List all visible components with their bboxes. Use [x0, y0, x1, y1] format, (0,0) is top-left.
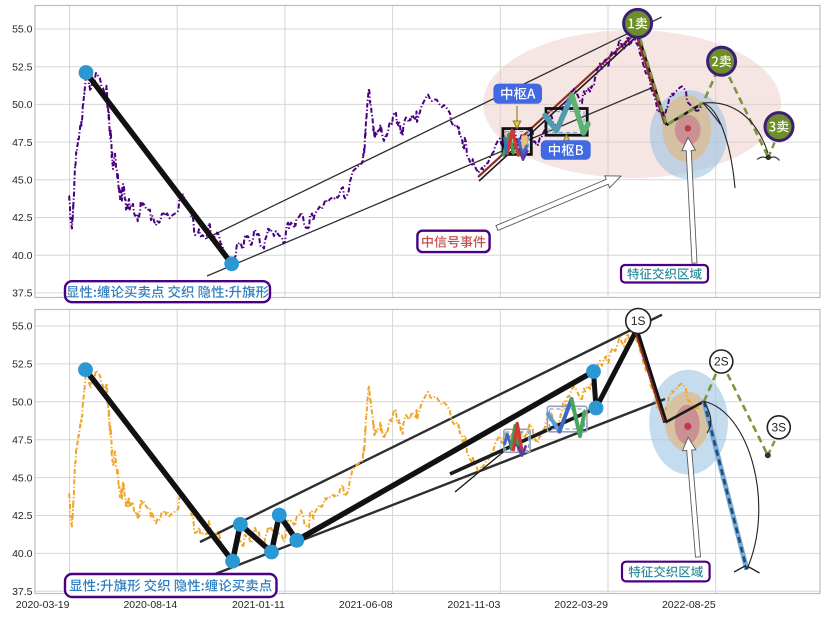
svg-text:2022-03-29: 2022-03-29: [554, 599, 608, 611]
svg-text:2S: 2S: [714, 355, 729, 369]
svg-text:1S: 1S: [631, 314, 646, 328]
svg-text:52.5: 52.5: [12, 61, 33, 73]
svg-text:37.5: 37.5: [12, 288, 33, 300]
svg-text:45.0: 45.0: [12, 472, 33, 484]
svg-text:42.5: 42.5: [12, 510, 33, 522]
svg-text:2020-03-19: 2020-03-19: [16, 599, 70, 611]
svg-text:2021-01-11: 2021-01-11: [232, 599, 285, 611]
svg-text:37.5: 37.5: [12, 586, 33, 598]
svg-text:50.0: 50.0: [12, 397, 33, 409]
svg-text:52.5: 52.5: [12, 359, 33, 371]
svg-text:47.5: 47.5: [12, 137, 33, 149]
svg-text:55.0: 55.0: [12, 24, 33, 36]
svg-text:50.0: 50.0: [12, 99, 33, 111]
svg-text:3S: 3S: [771, 421, 786, 435]
svg-text:40.0: 40.0: [12, 548, 33, 560]
svg-text:47.5: 47.5: [12, 434, 33, 446]
svg-text:40.0: 40.0: [12, 250, 33, 262]
svg-text:2022-08-25: 2022-08-25: [662, 599, 716, 611]
svg-text:2020-08-14: 2020-08-14: [123, 599, 177, 611]
svg-text:2021-11-03: 2021-11-03: [447, 599, 500, 611]
svg-text:45.0: 45.0: [12, 175, 33, 187]
svg-text:42.5: 42.5: [12, 212, 33, 224]
svg-text:55.0: 55.0: [12, 321, 33, 333]
svg-text:2021-06-08: 2021-06-08: [339, 599, 393, 611]
